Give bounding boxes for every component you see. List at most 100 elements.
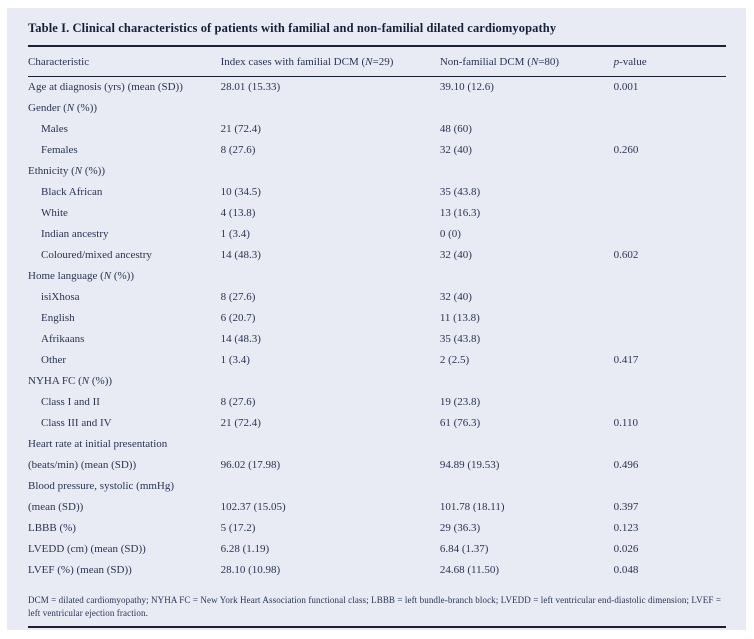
- cell-familial-dcm: 21 (72.4): [220, 123, 261, 135]
- cell-familial-dcm: 21 (72.4): [220, 417, 261, 429]
- cell-p-value: 0.602: [613, 249, 639, 261]
- cell-p-value: [614, 224, 726, 245]
- row-label: Ethnicity (N (%)): [28, 165, 105, 177]
- cell-familial-dcm: 8 (27.6): [220, 396, 256, 408]
- cell-p-value: [614, 119, 726, 140]
- cell-familial-dcm: [221, 98, 440, 119]
- cell-p-value: 0.260: [613, 144, 639, 156]
- cell-p-value: [614, 308, 726, 329]
- cell-nonfamilial-dcm: 35 (43.8): [439, 186, 481, 198]
- table-row: LVEF (%) (mean (SD)) 28.10 (10.98) 24.68 (…: [28, 560, 726, 581]
- cell-p-value: [614, 329, 726, 350]
- table-row: Afrikaans 14 (48.3) 35 (43.8): [28, 329, 726, 350]
- table-row: Coloured/mixed ancestry 14 (48.3) 32 (40) 0…: [28, 245, 726, 266]
- clinical-characteristics-table: Characteristic Index cases with familial…: [28, 47, 726, 581]
- cell-nonfamilial-dcm: 35 (43.8): [439, 333, 481, 345]
- cell-nonfamilial-dcm: 19 (23.8): [439, 396, 481, 408]
- table-row: isiXhosa 8 (27.6) 32 (40): [28, 287, 726, 308]
- row-label: Gender (N (%)): [28, 102, 98, 114]
- cell-familial-dcm: 1 (3.4): [220, 354, 250, 366]
- table-row: NYHA FC (N (%)): [28, 371, 726, 392]
- table-row: Gender (N (%)): [28, 98, 726, 119]
- cell-nonfamilial-dcm: 39.10 (12.6): [439, 81, 494, 93]
- table-row: Home language (N (%)): [28, 266, 726, 287]
- cell-p-value: [614, 392, 726, 413]
- row-label: English: [41, 312, 75, 324]
- col-header-familial-dcm: Index cases with familial DCM (N=29): [220, 47, 440, 77]
- row-label: White: [41, 207, 68, 219]
- cell-familial-dcm: 5 (17.2): [220, 522, 256, 534]
- cell-p-value: [614, 287, 726, 308]
- cell-nonfamilial-dcm: 94.89 (19.53): [439, 459, 500, 471]
- col-header-nonfamilial-dcm: Non-familial DCM (N=80): [439, 47, 614, 77]
- cell-familial-dcm: 28.01 (15.33): [220, 81, 281, 93]
- table-row: English 6 (20.7) 11 (13.8): [28, 308, 726, 329]
- row-label: NYHA FC (N (%)): [28, 375, 113, 387]
- row-label: LVEDD (cm) (mean (SD)): [28, 543, 146, 555]
- table-row: Heart rate at initial presentation (beats…: [28, 434, 726, 476]
- cell-familial-dcm: 28.10 (10.98): [220, 564, 281, 576]
- row-label: LBBB (%): [28, 522, 76, 534]
- table-panel: Table I. Clinical characteristics of pat…: [7, 8, 746, 630]
- cell-familial-dcm: 1 (3.4): [220, 228, 250, 240]
- row-label: Class I and II: [41, 396, 100, 408]
- row-label: Heart rate at initial presentation (beats…: [28, 438, 168, 471]
- row-label: Other: [41, 354, 67, 366]
- cell-familial-dcm: 4 (13.8): [220, 207, 256, 219]
- table-footnote: DCM = dilated cardiomyopathy; NYHA FC = …: [28, 595, 722, 618]
- cell-familial-dcm: 8 (27.6): [220, 291, 256, 303]
- cell-familial-dcm: [221, 266, 440, 287]
- cell-nonfamilial-dcm: 24.68 (11.50): [439, 564, 499, 576]
- row-label: Coloured/mixed ancestry: [41, 249, 152, 261]
- table-row: Black African 10 (34.5) 35 (43.8): [28, 182, 726, 203]
- cell-nonfamilial-dcm: [440, 161, 614, 182]
- cell-familial-dcm: 8 (27.6): [220, 144, 256, 156]
- cell-p-value: [614, 203, 726, 224]
- cell-nonfamilial-dcm: [440, 98, 614, 119]
- cell-familial-dcm: 14 (48.3): [220, 333, 261, 345]
- row-label: Indian ancestry: [41, 228, 109, 240]
- cell-nonfamilial-dcm: 0 (0): [439, 228, 461, 240]
- cell-p-value: 0.048: [613, 564, 639, 576]
- table-row: Males 21 (72.4) 48 (60): [28, 119, 726, 140]
- cell-familial-dcm: [221, 371, 440, 392]
- table-row: Age at diagnosis (yrs) (mean (SD)) 28.01 …: [28, 77, 726, 98]
- row-label: Class III and IV: [41, 417, 112, 429]
- cell-p-value: 0.123: [613, 522, 639, 534]
- col-header-p-value: p-value: [613, 47, 726, 77]
- cell-familial-dcm: 96.02 (17.98): [220, 459, 281, 471]
- row-label: Home language (N (%)): [28, 270, 134, 282]
- cell-p-value: 0.397: [613, 501, 639, 513]
- cell-familial-dcm: [221, 161, 440, 182]
- cell-p-value: [614, 182, 726, 203]
- cell-p-value: 0.026: [613, 543, 639, 555]
- cell-nonfamilial-dcm: 32 (40): [439, 291, 472, 303]
- table-row: Blood pressure, systolic (mmHg) (mean (SD…: [28, 476, 726, 518]
- table-row: LVEDD (cm) (mean (SD)) 6.28 (1.19) 6.84 (1…: [28, 539, 726, 560]
- cell-p-value: 0.001: [613, 81, 639, 93]
- table-header-row: Characteristic Index cases with familial…: [28, 47, 726, 77]
- row-label: Age at diagnosis (yrs) (mean (SD)): [28, 81, 183, 93]
- row-label: LVEF (%) (mean (SD)): [28, 564, 132, 576]
- cell-p-value: [614, 371, 726, 392]
- table-row: Other 1 (3.4) 2 (2.5) 0.417: [28, 350, 726, 371]
- cell-nonfamilial-dcm: 48 (60): [439, 123, 472, 135]
- row-label: isiXhosa: [41, 291, 80, 303]
- cell-p-value: 0.417: [613, 354, 639, 366]
- cell-p-value: 0.496: [613, 459, 639, 471]
- cell-p-value: 0.110: [613, 417, 638, 429]
- cell-nonfamilial-dcm: 61 (76.3): [439, 417, 481, 429]
- cell-familial-dcm: 14 (48.3): [220, 249, 261, 261]
- cell-nonfamilial-dcm: 6.84 (1.37): [439, 543, 489, 555]
- table-title: Table I. Clinical characteristics of pat…: [28, 21, 557, 35]
- table-row: Class I and II 8 (27.6) 19 (23.8): [28, 392, 726, 413]
- table-row: Indian ancestry 1 (3.4) 0 (0): [28, 224, 726, 245]
- table-row: Ethnicity (N (%)): [28, 161, 726, 182]
- table-row: Class III and IV 21 (72.4) 61 (76.3) 0.110: [28, 413, 726, 434]
- cell-nonfamilial-dcm: 101.78 (18.11): [439, 501, 505, 513]
- cell-familial-dcm: 6 (20.7): [220, 312, 256, 324]
- cell-familial-dcm: 102.37 (15.05): [220, 501, 286, 513]
- bottom-rule: [28, 626, 726, 628]
- cell-p-value: [614, 98, 726, 119]
